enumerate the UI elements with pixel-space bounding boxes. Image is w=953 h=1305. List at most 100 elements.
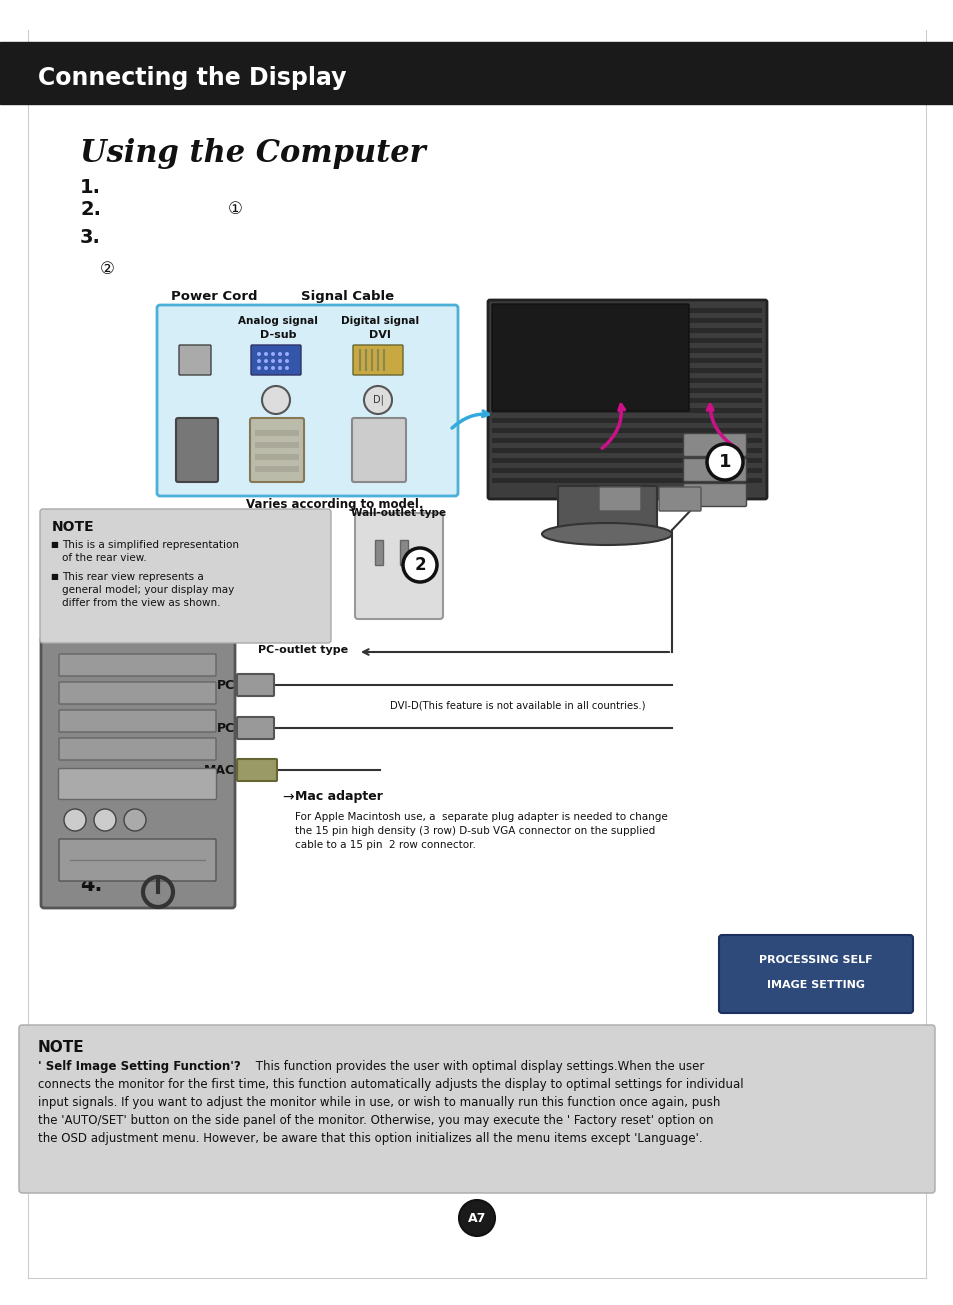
FancyBboxPatch shape xyxy=(682,458,745,482)
Ellipse shape xyxy=(541,523,671,545)
FancyBboxPatch shape xyxy=(682,483,745,506)
Circle shape xyxy=(264,365,268,371)
FancyBboxPatch shape xyxy=(236,716,274,739)
Bar xyxy=(492,478,761,483)
Text: Analog signal: Analog signal xyxy=(238,316,317,326)
Bar xyxy=(399,540,408,565)
Circle shape xyxy=(271,359,274,363)
Circle shape xyxy=(264,359,268,363)
Text: This rear view represents a
general model; your display may
differ from the view: This rear view represents a general mode… xyxy=(62,572,234,608)
FancyBboxPatch shape xyxy=(59,739,215,760)
Text: Wall-outlet type: Wall-outlet type xyxy=(351,508,446,518)
Circle shape xyxy=(256,365,261,371)
FancyBboxPatch shape xyxy=(59,710,215,732)
Circle shape xyxy=(94,809,116,831)
Circle shape xyxy=(64,809,86,831)
Circle shape xyxy=(458,1201,495,1236)
Text: PC: PC xyxy=(216,679,234,692)
Text: 3.: 3. xyxy=(80,228,101,247)
Bar xyxy=(492,448,761,453)
Circle shape xyxy=(706,444,742,480)
Text: A7: A7 xyxy=(467,1211,486,1224)
FancyBboxPatch shape xyxy=(682,433,745,457)
FancyBboxPatch shape xyxy=(40,509,331,643)
FancyBboxPatch shape xyxy=(41,637,234,908)
FancyBboxPatch shape xyxy=(179,345,211,375)
Text: Using the Computer: Using the Computer xyxy=(80,138,425,170)
Bar xyxy=(492,338,761,343)
Circle shape xyxy=(277,352,282,356)
Bar xyxy=(492,308,761,313)
Bar xyxy=(492,368,761,373)
Text: PC: PC xyxy=(216,722,234,735)
Text: MAC: MAC xyxy=(204,763,234,776)
Circle shape xyxy=(277,365,282,371)
Circle shape xyxy=(124,809,146,831)
Circle shape xyxy=(256,352,261,356)
Circle shape xyxy=(285,365,289,371)
Bar xyxy=(492,318,761,324)
FancyBboxPatch shape xyxy=(59,683,215,703)
Text: Digital signal: Digital signal xyxy=(340,316,418,326)
FancyBboxPatch shape xyxy=(59,839,215,881)
Bar xyxy=(492,378,761,382)
FancyBboxPatch shape xyxy=(598,487,640,512)
Bar xyxy=(492,388,761,393)
Text: 2: 2 xyxy=(414,556,425,574)
Text: D|: D| xyxy=(373,394,383,406)
Bar xyxy=(492,428,761,433)
Text: Power Cord: Power Cord xyxy=(171,290,257,303)
Circle shape xyxy=(402,548,436,582)
Bar xyxy=(492,438,761,442)
Bar xyxy=(375,540,382,565)
Text: For Apple Macintosh use, a  separate plug adapter is needed to change
the 15 pin: For Apple Macintosh use, a separate plug… xyxy=(294,812,667,850)
Bar xyxy=(492,398,761,403)
Bar xyxy=(492,328,761,333)
Text: ②: ② xyxy=(100,260,114,278)
Text: DVI: DVI xyxy=(369,330,391,341)
Circle shape xyxy=(277,359,282,363)
FancyBboxPatch shape xyxy=(558,485,657,538)
Text: NOTE: NOTE xyxy=(38,1040,85,1054)
Text: connects the monitor for the first time, this function automatically adjusts the: connects the monitor for the first time,… xyxy=(38,1078,742,1144)
Text: 4.: 4. xyxy=(80,874,102,895)
Bar xyxy=(492,418,761,423)
Text: Varies according to model.: Varies according to model. xyxy=(246,499,423,512)
Text: NOTE: NOTE xyxy=(52,519,94,534)
FancyBboxPatch shape xyxy=(250,418,304,482)
Text: 2.: 2. xyxy=(80,200,101,219)
Text: Signal Cable: Signal Cable xyxy=(301,290,395,303)
Text: ■: ■ xyxy=(50,540,58,549)
FancyBboxPatch shape xyxy=(353,345,402,375)
FancyBboxPatch shape xyxy=(157,305,457,496)
Circle shape xyxy=(262,386,290,414)
Bar xyxy=(492,348,761,352)
FancyBboxPatch shape xyxy=(175,418,218,482)
FancyBboxPatch shape xyxy=(59,654,215,676)
FancyBboxPatch shape xyxy=(236,760,276,780)
Bar xyxy=(254,431,298,436)
Text: 1.: 1. xyxy=(80,177,101,197)
FancyBboxPatch shape xyxy=(19,1024,934,1193)
Bar xyxy=(492,458,761,463)
Bar xyxy=(254,466,298,472)
Bar xyxy=(254,454,298,459)
FancyBboxPatch shape xyxy=(251,345,301,375)
FancyBboxPatch shape xyxy=(719,934,912,1013)
Circle shape xyxy=(271,352,274,356)
Text: PC-outlet type: PC-outlet type xyxy=(257,645,348,655)
Text: →: → xyxy=(282,790,294,804)
Circle shape xyxy=(256,359,261,363)
FancyBboxPatch shape xyxy=(492,304,688,411)
Text: ①: ① xyxy=(228,200,243,218)
Text: IMAGE SETTING: IMAGE SETTING xyxy=(766,980,864,990)
Text: 1: 1 xyxy=(718,453,731,471)
Text: PROCESSING SELF: PROCESSING SELF xyxy=(759,955,872,964)
FancyBboxPatch shape xyxy=(659,487,700,512)
Text: Connecting the Display: Connecting the Display xyxy=(38,67,346,90)
Circle shape xyxy=(364,386,392,414)
FancyBboxPatch shape xyxy=(488,300,766,499)
FancyBboxPatch shape xyxy=(355,513,442,619)
FancyBboxPatch shape xyxy=(236,673,274,696)
Bar xyxy=(492,358,761,363)
